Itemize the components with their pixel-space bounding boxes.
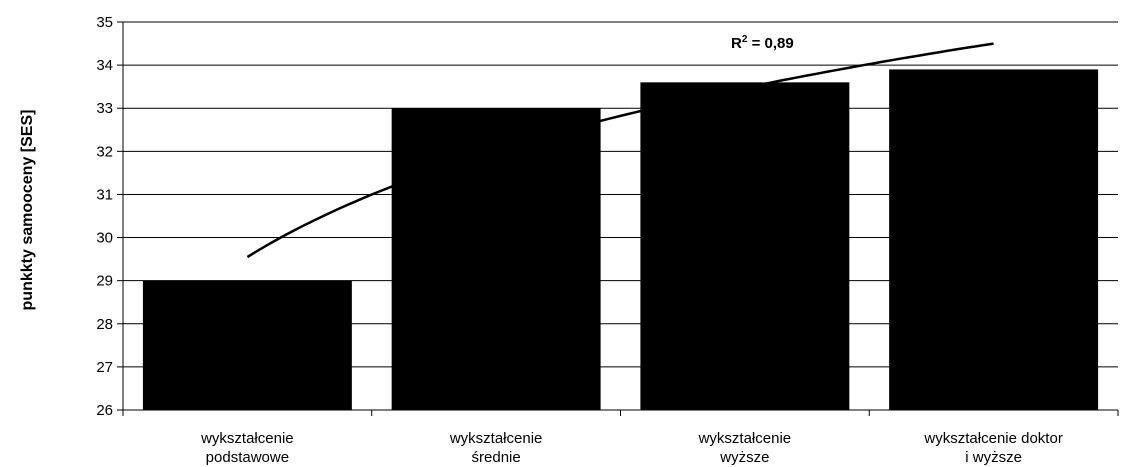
y-tick-label: 26	[96, 402, 113, 419]
x-category-label: średnie	[472, 449, 521, 466]
y-tick-label: 28	[96, 316, 113, 333]
bar	[142, 280, 352, 410]
trendline-group	[246, 42, 994, 259]
y-tick-label: 32	[96, 143, 113, 160]
bar	[391, 108, 601, 410]
r-squared-value: = 0,89	[747, 35, 793, 52]
r-squared-sup: 2	[742, 34, 748, 45]
x-category-label: wykształcenie doktor	[923, 430, 1062, 447]
y-tick-label: 35	[96, 14, 113, 31]
r-squared-annotation: R2 = 0,89	[731, 34, 794, 52]
x-category-label: wykształcenie	[449, 430, 543, 447]
y-tick-label: 27	[96, 359, 113, 376]
trendline	[246, 42, 994, 259]
y-axis-label: punkkty samooceny [SES]	[19, 110, 36, 311]
axes	[117, 21, 1119, 416]
y-tick-label: 33	[96, 100, 113, 117]
bar	[640, 82, 850, 410]
y-tick-label: 30	[96, 230, 113, 247]
x-category-labels: wykształcenie podstawowe wykształcenie śred…	[200, 430, 1063, 466]
x-category-label: podstawowe	[206, 449, 289, 466]
x-category-label: wyższe	[719, 449, 769, 466]
x-category-label: i wyższe	[965, 449, 1022, 466]
bar	[889, 69, 1099, 410]
y-tick-label: 29	[96, 273, 113, 290]
y-tick-label: 34	[96, 57, 113, 74]
x-category-label: wykształcenie	[698, 430, 792, 447]
y-tick-label: 31	[96, 186, 113, 203]
bars	[142, 69, 1099, 410]
y-tick-labels: 26 27 28 29 30 31 32 33 34 35	[96, 14, 113, 419]
x-category-label: wykształcenie	[200, 430, 294, 447]
r-squared-base: R	[731, 35, 742, 52]
